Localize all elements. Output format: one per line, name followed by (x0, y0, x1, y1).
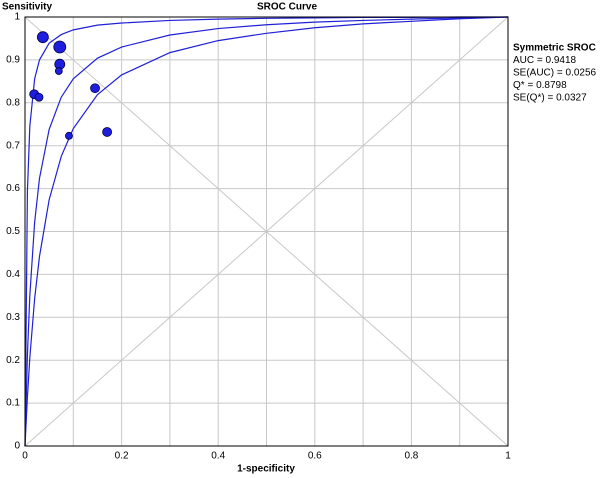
y-tick-label: 1 (14, 12, 20, 23)
x-tick-label: 0.6 (308, 451, 322, 462)
y-tick-label: 0 (14, 441, 20, 452)
study-point (54, 67, 63, 75)
y-tick-label: 0.9 (6, 55, 20, 66)
study-point (102, 127, 113, 137)
annotation: Q* = 0.8798 (513, 80, 567, 91)
chart-title: SROC Curve (257, 2, 317, 13)
y-tick-label: 0.1 (6, 398, 20, 409)
study-point (36, 31, 49, 44)
y-tick-label: 0.2 (6, 355, 20, 366)
annotation: AUC = 0.9418 (513, 55, 577, 66)
sroc-curve (24, 16, 509, 447)
study-point (90, 83, 100, 94)
x-tick-label: 0 (22, 451, 28, 462)
y-tick-label: 0.3 (6, 312, 20, 323)
x-tick-label: 0.8 (404, 451, 418, 462)
y-tick-label: 0.8 (6, 97, 20, 108)
y-tick-label: 0.5 (6, 226, 20, 237)
plot-frame (24, 16, 509, 447)
x-axis-label: 1-specificity (237, 464, 295, 475)
y-tick-label: 0.4 (6, 269, 20, 280)
x-tick-label: 1 (505, 451, 511, 462)
annotation: Symmetric SROC (513, 43, 596, 54)
annotation: SE(AUC) = 0.0256 (513, 68, 597, 79)
x-tick-label: 0.2 (115, 451, 129, 462)
sroc-curve (24, 16, 509, 447)
y-tick-label: 0.6 (6, 183, 20, 194)
annotation: SE(Q*) = 0.0327 (513, 93, 587, 104)
x-tick-label: 0.4 (211, 451, 225, 462)
study-point (34, 92, 44, 102)
y-tick-label: 0.7 (6, 140, 20, 151)
study-point (65, 131, 73, 140)
study-point (53, 40, 67, 54)
grid (24, 16, 509, 447)
y-axis-label: Sensitivity (2, 2, 52, 13)
